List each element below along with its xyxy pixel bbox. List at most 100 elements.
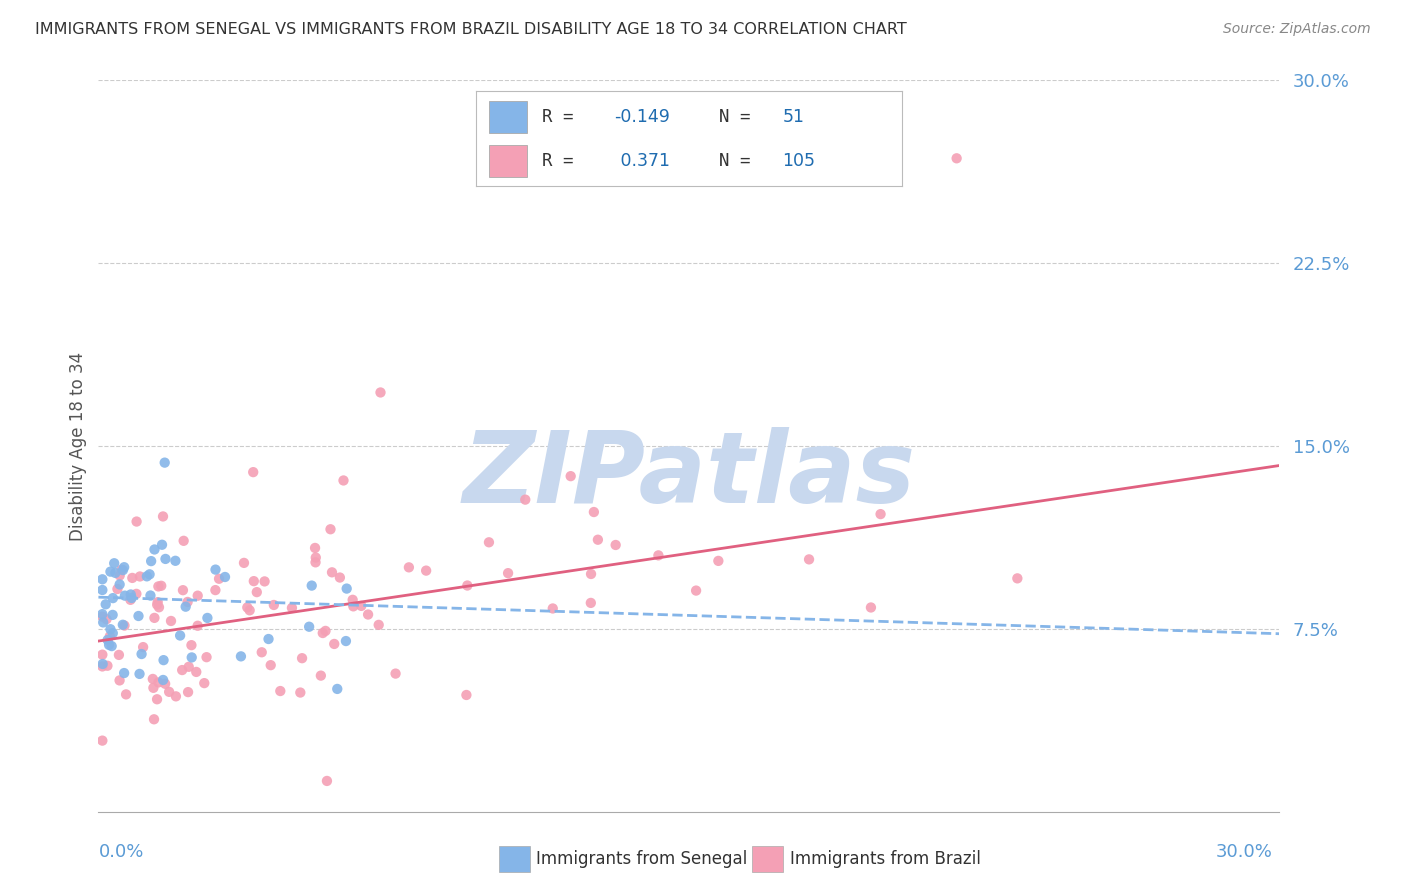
Point [131,647,153,661]
Point [91,609,114,624]
Point [142,681,165,695]
Point [290,685,312,699]
Point [214,570,236,584]
Point [243,574,266,589]
Point [323,637,346,651]
Point [186,665,208,679]
Point [129,569,152,583]
Point [143,611,166,625]
Point [239,603,262,617]
Point [250,645,273,659]
Point [155,552,177,566]
Point [128,667,150,681]
Point [146,595,169,609]
Point [176,595,198,609]
Point [586,533,609,547]
Point [797,552,820,566]
Point [172,663,194,677]
Point [173,533,195,548]
Point [291,651,314,665]
Point [246,585,269,599]
Point [326,681,349,696]
Point [321,566,343,580]
Point [148,579,170,593]
Point [305,550,328,565]
Point [152,653,174,667]
Point [236,600,259,615]
Point [197,611,219,625]
Point [112,560,135,574]
Point [316,773,339,788]
Point [91,648,114,662]
Point [398,560,420,574]
Point [370,385,392,400]
Point [384,666,406,681]
Point [91,657,114,671]
Point [108,577,131,591]
Point [309,668,332,682]
Point [304,555,326,569]
Point [111,563,134,577]
Point [121,571,143,585]
Point [91,572,114,586]
Point [242,465,264,479]
Point [945,151,967,165]
Point [281,600,304,615]
Point [108,648,131,662]
Point [579,596,602,610]
Point [579,566,602,581]
Point [91,607,114,622]
Point [269,684,291,698]
Text: Source: ZipAtlas.com: Source: ZipAtlas.com [1223,22,1371,37]
Point [91,659,114,673]
Point [96,612,118,626]
Point [104,566,127,580]
Point [135,569,157,583]
Point [560,469,582,483]
Point [204,583,226,598]
Point [115,687,138,701]
Point [315,624,337,638]
Point [350,599,373,613]
Point [298,620,321,634]
Point [647,549,669,563]
Point [165,554,187,568]
Point [150,538,173,552]
Point [138,567,160,582]
Point [174,599,197,614]
Point [304,541,326,555]
Text: Immigrants from Senegal: Immigrants from Senegal [536,850,747,868]
Point [335,634,357,648]
Point [180,650,202,665]
Point [187,619,209,633]
Point [108,568,131,582]
Point [357,607,380,622]
Point [515,492,537,507]
Point [97,632,120,647]
Point [605,538,627,552]
Point [142,672,165,686]
Point [96,658,118,673]
Point [319,522,342,536]
Point [329,570,352,584]
Point [94,597,117,611]
Y-axis label: Disability Age 18 to 34: Disability Age 18 to 34 [69,351,87,541]
Point [478,535,501,549]
Text: ZIPatlas: ZIPatlas [463,426,915,524]
Text: 0.0%: 0.0% [98,843,143,861]
Point [120,587,142,601]
Point [153,456,176,470]
Point [100,565,122,579]
Point [150,579,173,593]
Point [101,591,124,606]
Point [157,685,180,699]
Point [233,556,256,570]
Point [120,592,142,607]
Point [148,675,170,690]
Point [229,649,252,664]
Point [121,591,143,605]
Point [180,638,202,652]
Point [456,578,478,592]
Point [165,690,187,704]
Point [177,660,200,674]
